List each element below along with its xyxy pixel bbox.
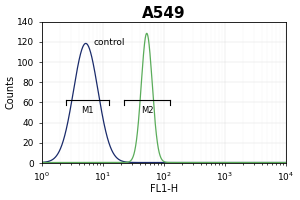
Text: M1: M1	[81, 106, 94, 115]
Text: control: control	[94, 38, 125, 47]
Y-axis label: Counts: Counts	[6, 75, 16, 109]
Text: M2: M2	[141, 106, 153, 115]
X-axis label: FL1-H: FL1-H	[150, 184, 178, 194]
Title: A549: A549	[142, 6, 186, 21]
